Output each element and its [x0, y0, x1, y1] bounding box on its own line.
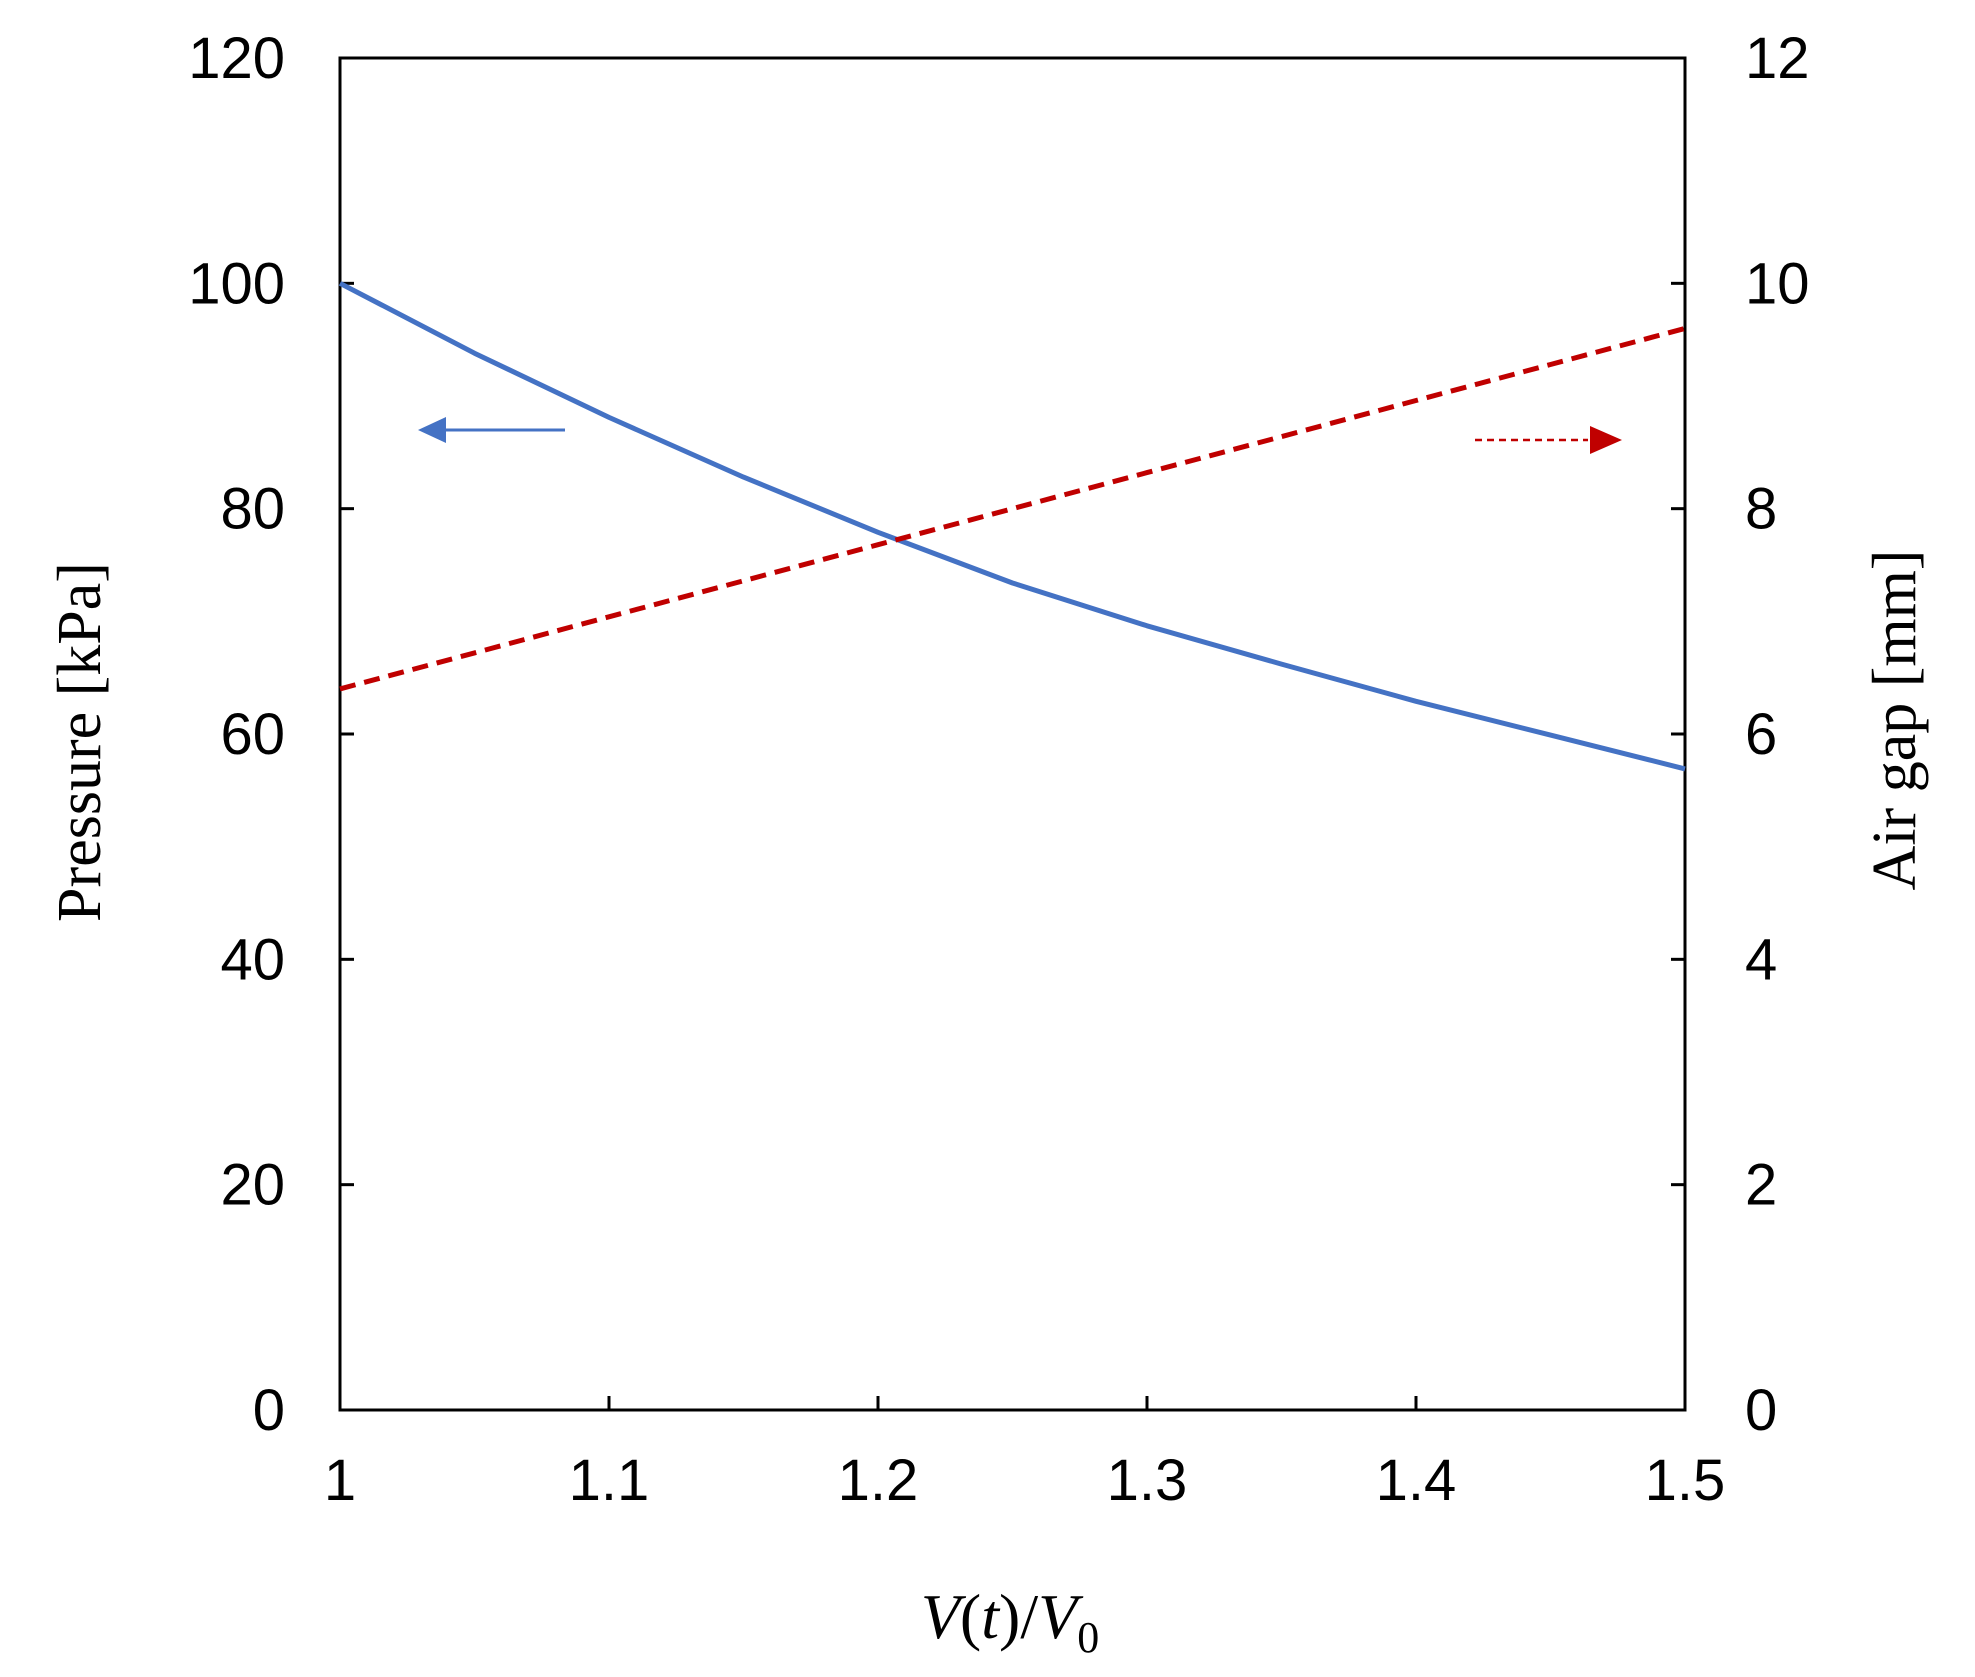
x-tick-label: 1: [324, 1448, 356, 1513]
x-tick-label: 1.3: [1107, 1448, 1188, 1513]
y-right-tick-label: 6: [1745, 702, 1777, 767]
x-axis-title-close: )/: [999, 1581, 1038, 1652]
x-tick-label: 1.1: [569, 1448, 650, 1513]
x-axis-title-t: t: [981, 1581, 1001, 1652]
y-left-tick-label: 60: [220, 702, 285, 767]
x-tick-label: 1.2: [838, 1448, 919, 1513]
y-left-tick-label: 120: [188, 26, 285, 91]
y-right-tick-label: 2: [1745, 1153, 1777, 1218]
plot-area-frame: [338, 56, 1687, 1412]
y-axis-right-title: Air gap [mm]: [1861, 550, 1929, 891]
y-left-tick-label: 20: [220, 1153, 285, 1218]
y-left-tick-label: 100: [188, 251, 285, 316]
right-axis-arrow-head: [1590, 426, 1622, 454]
y-axis-left-title: Pressure [kPa]: [46, 562, 114, 922]
x-axis-title-v2: V: [1038, 1581, 1084, 1652]
y-right-tick-label: 8: [1745, 477, 1777, 542]
x-tick-label: 1.5: [1645, 1448, 1726, 1513]
y-right-tick-label: 4: [1745, 927, 1777, 992]
y-right-tick-label: 12: [1745, 26, 1810, 91]
x-axis-title-sub: 0: [1077, 1613, 1099, 1662]
left-axis-arrow-head: [418, 417, 446, 443]
y-right-tick-label: 10: [1745, 251, 1810, 316]
air-gap-series-line: [339, 325, 1686, 692]
pressure-series-line: [338, 281, 1686, 772]
x-tick-label: 1.4: [1376, 1448, 1457, 1513]
y-left-tick-label: 80: [220, 477, 285, 542]
x-axis-title: V(t)/V0: [921, 1581, 1099, 1662]
x-axis-title-open: (: [960, 1581, 981, 1652]
y-left-tick-label: 40: [220, 927, 285, 992]
y-right-tick-label: 0: [1745, 1378, 1777, 1443]
x-axis-title-v1: V: [921, 1581, 967, 1652]
y-left-tick-label: 0: [253, 1378, 285, 1443]
